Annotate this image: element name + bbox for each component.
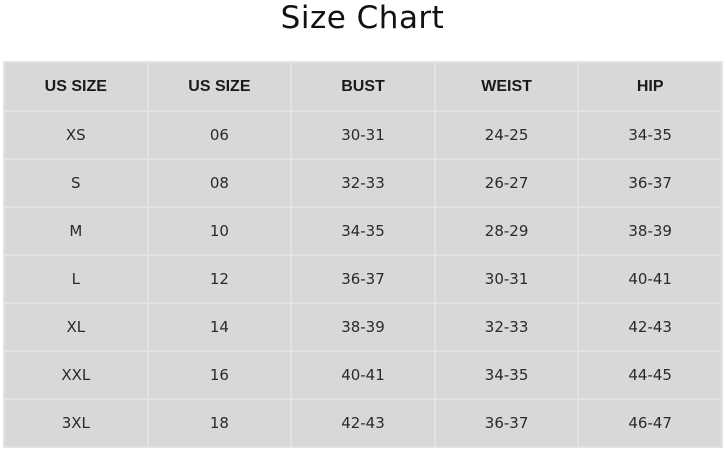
cell-us-size-letter: L <box>5 256 147 302</box>
cell-us-size-number: 14 <box>148 304 291 350</box>
cell-hip: 44-45 <box>579 352 721 398</box>
cell-us-size-letter: XL <box>5 304 147 350</box>
cell-bust: 40-41 <box>292 352 434 398</box>
cell-bust: 32-33 <box>292 160 434 206</box>
cell-us-size-letter: XXL <box>5 352 147 398</box>
cell-waist: 34-35 <box>435 352 578 398</box>
table-row: S 08 32-33 26-27 36-37 <box>5 160 721 206</box>
cell-us-size-letter: 3XL <box>5 400 147 446</box>
table-row: L 12 36-37 30-31 40-41 <box>5 256 721 302</box>
cell-us-size-letter: M <box>5 208 147 254</box>
cell-bust: 34-35 <box>292 208 434 254</box>
cell-waist: 30-31 <box>435 256 578 302</box>
cell-us-size-number: 08 <box>148 160 291 206</box>
cell-us-size-letter: XS <box>5 112 147 158</box>
cell-bust: 38-39 <box>292 304 434 350</box>
header-hip: HIP <box>579 63 721 110</box>
header-us-size-letter: US SIZE <box>5 63 147 110</box>
cell-us-size-number: 16 <box>148 352 291 398</box>
table-row: M 10 34-35 28-29 38-39 <box>5 208 721 254</box>
cell-waist: 32-33 <box>435 304 578 350</box>
header-bust: BUST <box>292 63 434 110</box>
cell-us-size-letter: S <box>5 160 147 206</box>
header-us-size-number: US SIZE <box>148 63 291 110</box>
cell-hip: 38-39 <box>579 208 721 254</box>
size-chart-table-container: US SIZE US SIZE BUST WEIST HIP XS 06 30-… <box>3 61 723 448</box>
cell-hip: 34-35 <box>579 112 721 158</box>
cell-us-size-number: 12 <box>148 256 291 302</box>
header-row: US SIZE US SIZE BUST WEIST HIP <box>5 63 721 110</box>
cell-waist: 26-27 <box>435 160 578 206</box>
table-row: 3XL 18 42-43 36-37 46-47 <box>5 400 721 446</box>
cell-us-size-number: 10 <box>148 208 291 254</box>
cell-hip: 42-43 <box>579 304 721 350</box>
table-header: US SIZE US SIZE BUST WEIST HIP <box>5 63 721 110</box>
cell-us-size-number: 06 <box>148 112 291 158</box>
cell-us-size-number: 18 <box>148 400 291 446</box>
table-row: XS 06 30-31 24-25 34-35 <box>5 112 721 158</box>
header-waist: WEIST <box>435 63 578 110</box>
table-body: XS 06 30-31 24-25 34-35 S 08 32-33 26-27… <box>5 112 721 446</box>
cell-hip: 36-37 <box>579 160 721 206</box>
cell-hip: 40-41 <box>579 256 721 302</box>
table-row: XXL 16 40-41 34-35 44-45 <box>5 352 721 398</box>
cell-bust: 42-43 <box>292 400 434 446</box>
cell-waist: 24-25 <box>435 112 578 158</box>
size-chart-table: US SIZE US SIZE BUST WEIST HIP XS 06 30-… <box>3 61 723 448</box>
table-row: XL 14 38-39 32-33 42-43 <box>5 304 721 350</box>
cell-bust: 36-37 <box>292 256 434 302</box>
cell-hip: 46-47 <box>579 400 721 446</box>
page-title: Size Chart <box>280 0 445 36</box>
cell-waist: 36-37 <box>435 400 578 446</box>
cell-waist: 28-29 <box>435 208 578 254</box>
cell-bust: 30-31 <box>292 112 434 158</box>
